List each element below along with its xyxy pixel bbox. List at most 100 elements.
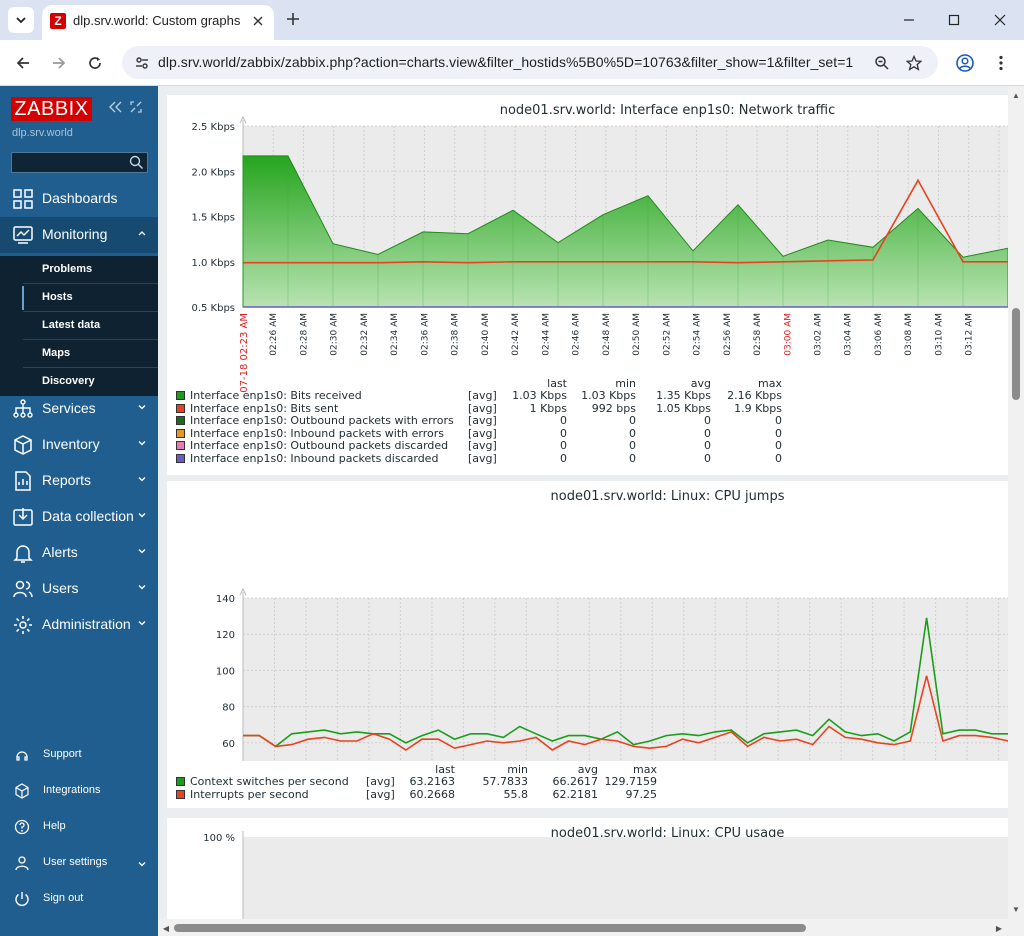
legend-avg: 1.05 Kbps (656, 401, 711, 415)
y-tick-label: 100 % (203, 833, 235, 844)
search-icon[interactable] (129, 155, 144, 170)
back-button[interactable] (10, 50, 36, 76)
sidebar-item-administration[interactable]: Administration (0, 607, 158, 643)
legend-agg: [avg] (366, 775, 395, 788)
legend-header-last: last (435, 763, 455, 776)
graph-panel-cpu-jumps: node01.srv.world: Linux: CPU jumps 140 12… (167, 481, 1008, 808)
reload-button[interactable] (82, 50, 108, 76)
scroll-right-icon[interactable]: ▶ (995, 923, 1003, 933)
server-name: dlp.srv.world (12, 127, 73, 139)
browser-menu-button[interactable] (988, 50, 1014, 76)
series-line-0 (243, 617, 1008, 748)
data-collection-icon (13, 508, 33, 526)
legend-min: 992 bps (591, 401, 636, 415)
tab-close-icon[interactable] (248, 11, 268, 31)
profile-icon (956, 54, 974, 72)
legend-min: 55.8 (503, 787, 529, 801)
x-tick-label: 02:30 AM (330, 313, 340, 356)
sidebar-item-label: Inventory (42, 436, 100, 452)
submenu-item-hosts[interactable]: Hosts (0, 284, 158, 312)
horizontal-scroll-thumb[interactable] (174, 924, 806, 932)
zoom-icon[interactable] (871, 52, 893, 74)
new-tab-button[interactable] (282, 8, 304, 30)
monitoring-icon (13, 226, 33, 244)
url-text[interactable]: dlp.srv.world/zabbix/zabbix.php?action=c… (158, 54, 854, 70)
y-tick-label: 140 (216, 594, 235, 605)
submenu-item-label: Hosts (42, 291, 73, 303)
x-start-label: 07-18 02:23 AM (239, 313, 250, 393)
legend-min: 0 (629, 439, 636, 453)
browser-titlebar: Z dlp.srv.world: Custom graphs (0, 0, 1024, 40)
chart-legend: last min avg max Interface enp1s0: Bits rece… (176, 377, 896, 467)
sidebar-item-reports[interactable]: Reports (0, 463, 158, 499)
sidebar-item-services[interactable]: Services (0, 391, 158, 427)
sidebar-item-monitoring[interactable]: Monitoring (0, 217, 158, 253)
chevron-down-icon (138, 585, 146, 590)
vertical-scroll-thumb[interactable] (1012, 308, 1020, 400)
submenu-item-discovery[interactable]: Discovery (0, 368, 158, 396)
scroll-down-icon[interactable]: ▼ (1012, 904, 1020, 914)
sidebar-item-support[interactable]: Support (0, 740, 158, 770)
sidebar-item-integrations[interactable]: Integrations (0, 776, 158, 806)
x-tick-label: 03:06 AM (874, 313, 884, 356)
x-tick-label: 02:28 AM (299, 313, 309, 356)
sidebar-item-help[interactable]: Help (0, 812, 158, 842)
close-window-button[interactable] (977, 0, 1023, 40)
site-info-icon[interactable] (132, 53, 152, 73)
legend-swatch (176, 454, 185, 463)
forward-button[interactable] (46, 50, 72, 76)
submenu-divider (23, 283, 158, 284)
x-tick-label: 02:32 AM (360, 313, 370, 356)
dashboards-icon (13, 189, 33, 209)
sidebar-item-label: Help (43, 820, 66, 832)
sidebar-search-input[interactable] (11, 152, 148, 173)
tab-search-button[interactable] (8, 7, 34, 33)
legend-last: 1.03 Kbps (512, 389, 567, 402)
submenu-divider (23, 311, 158, 312)
submenu-item-problems[interactable]: Problems (0, 256, 158, 284)
legend-max: 129.7159 (604, 775, 658, 788)
series-line-1 (243, 178, 1008, 264)
scroll-left-icon[interactable]: ◀ (162, 923, 170, 933)
legend-min: 57.7833 (482, 775, 529, 788)
legend-agg: [avg] (468, 452, 497, 465)
support-icon (16, 751, 28, 761)
tab-title: dlp.srv.world: Custom graphs (73, 13, 241, 28)
bookmark-star-icon[interactable] (903, 52, 925, 74)
kebab-menu-icon (999, 55, 1003, 71)
sidebar-item-user-settings[interactable]: User settings (0, 848, 158, 878)
sidebar-item-sign-out[interactable]: Sign out (0, 884, 158, 914)
sidebar-item-alerts[interactable]: Alerts (0, 535, 158, 571)
kiosk-mode-icon[interactable] (128, 99, 144, 115)
zabbix-logo[interactable]: ZABBIX (11, 97, 92, 121)
collapse-sidebar-icon[interactable] (108, 99, 124, 115)
sidebar-item-users[interactable]: Users (0, 571, 158, 607)
vertical-scrollbar[interactable]: ▲ ▼ (1008, 86, 1024, 936)
x-tick-label: 02:38 AM (451, 313, 461, 356)
maximize-button[interactable] (931, 0, 977, 40)
submenu-item-label: Discovery (42, 375, 95, 387)
legend-swatch (176, 428, 185, 438)
inventory-icon (14, 435, 32, 455)
profile-button[interactable] (952, 50, 978, 76)
minimize-button[interactable] (886, 0, 932, 40)
legend-row: Interface enp1s0: Inbound packets with e… (176, 426, 896, 440)
users-icon (13, 580, 33, 598)
sidebar-item-dashboards[interactable]: Dashboards (0, 181, 158, 217)
chevron-down-icon (16, 17, 26, 24)
monitoring-submenu: Problems Hosts Latest data Maps Discovery (0, 256, 158, 396)
legend-avg: 66.2617 (552, 775, 599, 788)
legend-swatch (176, 391, 185, 400)
submenu-item-latest-data[interactable]: Latest data (0, 312, 158, 340)
browser-tab[interactable]: Z dlp.srv.world: Custom graphs (42, 5, 274, 40)
sidebar-item-inventory[interactable]: Inventory (0, 427, 158, 463)
address-bar[interactable]: dlp.srv.world/zabbix/zabbix.php?action=c… (122, 46, 938, 79)
scroll-up-icon[interactable]: ▲ (1012, 90, 1020, 100)
submenu-item-maps[interactable]: Maps (0, 340, 158, 368)
legend-swatch (176, 441, 185, 451)
horizontal-scrollbar[interactable]: ◀ ▶ (158, 919, 1008, 936)
network-traffic-chart[interactable]: 2.5 Kbps 2.0 Kbps 1.5 Kbps 1.0 Kbps 0.5 Kbps… (167, 95, 1008, 395)
sidebar-item-data-collection[interactable]: Data collection (0, 499, 158, 535)
legend-last: 0 (560, 426, 567, 440)
